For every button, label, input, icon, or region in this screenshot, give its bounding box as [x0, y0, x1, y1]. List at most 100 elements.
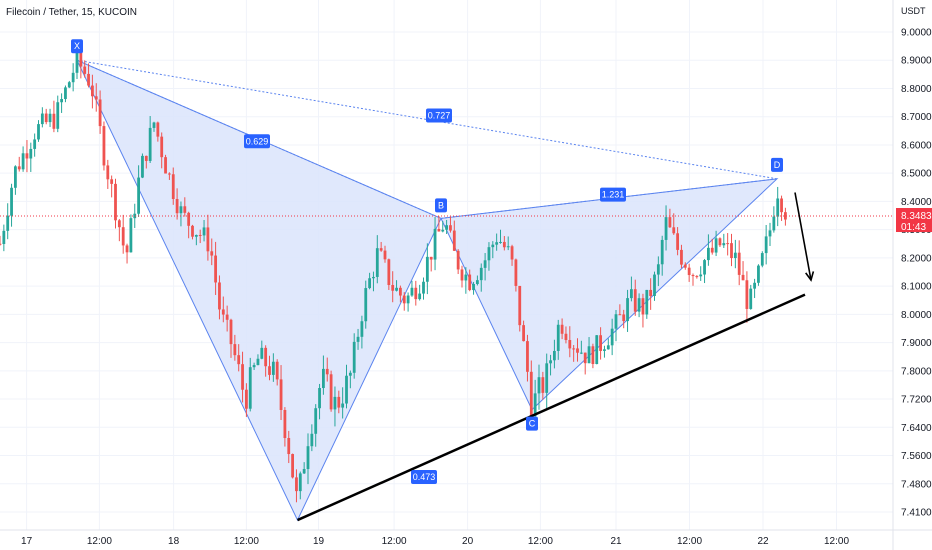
candle-body	[175, 198, 179, 214]
candle-body	[152, 122, 156, 128]
candle-body	[664, 217, 668, 240]
candle-body	[579, 352, 583, 354]
candle-body	[322, 368, 325, 389]
drawings[interactable]: X B C D 0.629 0.727 1.231 0.473	[0, 39, 893, 522]
ratio-label-3[interactable]: 0.473	[411, 470, 437, 484]
pattern-point-x[interactable]: X	[71, 39, 83, 54]
candle-body	[707, 247, 710, 261]
time-tick-label: 12:00	[234, 536, 259, 547]
price-tick-label: 7.9000	[901, 338, 932, 349]
candle-body	[137, 177, 140, 214]
candle-body	[526, 341, 529, 372]
candle-body	[183, 206, 187, 213]
harmonic-pattern[interactable]	[75, 59, 779, 522]
candle-body	[256, 358, 260, 366]
candle-body	[422, 281, 425, 294]
candle-body	[545, 363, 549, 393]
candle-body	[264, 347, 268, 367]
candle-body	[345, 375, 348, 404]
ratio-label-2[interactable]: 1.231	[600, 187, 626, 202]
time-axis[interactable]: 17 12:00 18 12:00 19 12:00 20 12:00 21 12:00 22 12:…	[0, 529, 932, 547]
time-tick-label: 21	[610, 536, 622, 547]
price-tick-label: 7.7200	[901, 395, 932, 406]
price-tick-label: 8.6000	[901, 140, 932, 151]
pattern-bcd-triangle[interactable]	[440, 178, 779, 411]
candle-body	[768, 230, 772, 237]
candle-body	[391, 285, 395, 291]
ratio-label-1[interactable]: 0.727	[426, 108, 452, 123]
candle-body	[29, 148, 33, 159]
price-tick-label: 8.2000	[901, 253, 932, 264]
candle-body	[356, 336, 360, 342]
candle-body	[472, 284, 475, 291]
candle-body	[44, 113, 48, 123]
pattern-xab-triangle[interactable]	[75, 59, 442, 522]
candle-body	[171, 174, 175, 199]
price-tick-label: 8.9000	[901, 56, 932, 67]
candle-body	[618, 314, 622, 316]
support-trendline[interactable]	[296, 293, 806, 522]
candle-body	[348, 372, 352, 376]
candle-body	[445, 225, 448, 230]
price-tick-label: 8.7000	[901, 112, 932, 123]
candle-body	[79, 48, 83, 67]
svg-text:D: D	[774, 160, 781, 170]
candle-body	[33, 139, 37, 149]
candle-body	[337, 396, 341, 408]
pattern-point-c[interactable]: C	[526, 416, 538, 431]
time-tick-label: 19	[313, 536, 325, 547]
candle-body	[753, 282, 756, 289]
candle-body	[287, 438, 291, 455]
price-tick-label: 8.4000	[901, 197, 932, 208]
candle-body	[141, 155, 144, 178]
candle-body	[179, 206, 183, 214]
candle-body	[757, 265, 760, 283]
time-tick-label: 18	[168, 536, 180, 547]
time-tick-label: 12:00	[382, 536, 407, 547]
candle-body	[672, 227, 676, 234]
candle-body	[271, 361, 275, 375]
projection-arrow[interactable]	[794, 192, 812, 281]
ratio-label-0[interactable]: 0.629	[244, 134, 270, 149]
candle-body	[603, 349, 606, 351]
candle-body	[437, 228, 441, 232]
candle-body	[329, 374, 333, 410]
candle-body	[683, 264, 687, 268]
candle-body	[133, 213, 137, 219]
candle-body	[314, 408, 318, 434]
pattern-point-d[interactable]: D	[771, 157, 783, 172]
candle-body	[237, 355, 241, 365]
candle-body	[241, 364, 244, 390]
candle-body	[733, 252, 737, 259]
candle-body	[668, 217, 672, 228]
candle-body	[587, 346, 591, 364]
pattern-point-b[interactable]: B	[435, 198, 447, 213]
candle-body	[352, 341, 356, 373]
candle-body	[518, 285, 522, 326]
candle-body	[291, 454, 294, 478]
candle-body	[533, 393, 537, 417]
candle-body	[776, 198, 780, 217]
price-tick-label: 8.1000	[901, 282, 932, 293]
price-axis[interactable]: USDT 9.0000 8.9000 8.8000 8.7000 8.6000 8.500…	[892, 0, 932, 550]
candle-body	[83, 66, 87, 74]
candle-body	[514, 259, 518, 286]
candle-body	[680, 249, 683, 265]
candle-body	[210, 251, 214, 256]
candle-body	[298, 473, 302, 492]
price-tag-countdown: 01:43	[901, 222, 926, 233]
candle-body	[325, 368, 329, 375]
candle-body	[537, 377, 541, 394]
candle-body	[341, 403, 345, 408]
candle-body	[87, 73, 90, 86]
candle-body	[549, 360, 552, 364]
candle-body	[121, 227, 125, 246]
candle-body	[449, 225, 452, 231]
svg-text:0.473: 0.473	[413, 472, 436, 482]
candle-body	[106, 165, 110, 180]
candle-body	[75, 48, 79, 73]
candle-body	[60, 99, 63, 103]
candle-body	[745, 280, 749, 309]
